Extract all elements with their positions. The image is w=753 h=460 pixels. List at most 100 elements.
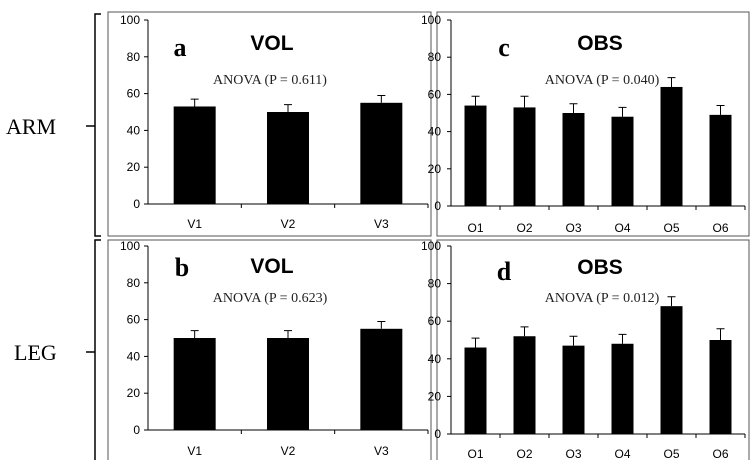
x-tick-label: O2 <box>516 221 532 235</box>
bar-v3 <box>360 328 403 430</box>
x-tick-label: V3 <box>374 217 389 231</box>
error-bar-o4 <box>618 333 627 344</box>
bar-v1 <box>173 338 216 430</box>
x-tick-label: V1 <box>187 217 202 231</box>
y-tick-label: 100 <box>421 13 441 27</box>
bar-o5 <box>660 86 683 206</box>
x-tick-label: O5 <box>663 447 679 460</box>
error-bar-o6 <box>716 105 725 115</box>
row-bracket-arm <box>86 13 101 237</box>
y-tick-label: 100 <box>120 13 140 27</box>
panel-c-frame <box>436 11 750 237</box>
x-tick-label: V3 <box>374 444 389 458</box>
error-bar-o2 <box>520 326 529 337</box>
bar-o3 <box>562 345 585 434</box>
panel-letter: d <box>497 257 512 286</box>
y-tick-label: 20 <box>127 160 141 174</box>
y-tick-label: 40 <box>428 125 442 139</box>
panel-title: OBS <box>577 256 623 279</box>
error-bar-o4 <box>618 106 627 117</box>
panel-title: VOL <box>250 32 293 55</box>
panel-b-frame <box>107 239 432 460</box>
y-tick-label: 80 <box>428 50 442 64</box>
bar-o4 <box>611 116 634 206</box>
y-tick-label: 60 <box>127 313 141 327</box>
bar-v2 <box>267 338 309 430</box>
bar-o6 <box>709 340 732 434</box>
panel-letter: c <box>498 33 510 62</box>
error-bar-o3 <box>569 103 578 113</box>
error-bar-v2 <box>284 330 292 338</box>
panel-a: 0 20 40 60 80 100 V1 V2 V3 a VOL ANOVA (P = 0.611) <box>120 13 429 231</box>
bar-o3 <box>562 113 585 206</box>
panel-b: 0 20 40 60 80 100 V1 V2 V3 b VOL ANOVA (P = 0.623) <box>120 239 429 458</box>
x-tick-label: O5 <box>663 221 679 235</box>
anova-annotation: ANOVA (P = 0.012) <box>545 291 660 306</box>
x-tick-label: O6 <box>712 447 728 460</box>
y-tick-label: 100 <box>120 239 140 253</box>
panel-letter: a <box>174 33 187 62</box>
row-bracket-leg <box>86 239 101 460</box>
y-tick-label: 0 <box>133 197 140 211</box>
error-bar-v3 <box>377 320 386 329</box>
error-bar-o5 <box>667 296 676 307</box>
error-bar-o5 <box>667 77 676 87</box>
bar-o5 <box>660 306 683 434</box>
bar-v2 <box>267 112 309 204</box>
anova-annotation: ANOVA (P = 0.623) <box>213 291 328 306</box>
y-tick-label: 40 <box>127 349 141 363</box>
error-bar-v3 <box>377 94 386 103</box>
panel-d-frame <box>436 239 750 460</box>
y-tick-label: 80 <box>127 276 141 290</box>
panel-title: OBS <box>577 32 623 55</box>
y-tick-label: 60 <box>428 87 442 101</box>
bar-o2 <box>513 336 536 434</box>
y-tick-label: 20 <box>428 389 442 403</box>
y-tick-label: 60 <box>127 87 141 101</box>
anova-annotation: ANOVA (P = 0.040) <box>545 73 660 88</box>
error-bar-o3 <box>569 335 578 346</box>
x-tick-label: O1 <box>467 221 483 235</box>
bar-o6 <box>709 114 732 206</box>
error-bar-o6 <box>716 328 725 340</box>
panel-d: 0 20 40 60 80 100 O1 O2 O3 O4 O5 O6 d OBS ANOVA (P = 0… <box>421 239 746 460</box>
x-tick-label: O1 <box>467 447 483 460</box>
bar-o1 <box>464 105 487 206</box>
y-tick-label: 40 <box>428 352 442 366</box>
y-tick-label: 0 <box>434 427 441 441</box>
x-tick-label: O3 <box>565 221 581 235</box>
x-tick-label: O4 <box>614 447 630 460</box>
error-bar-o1 <box>471 95 480 106</box>
y-tick-label: 20 <box>127 386 141 400</box>
bar-o2 <box>513 107 536 206</box>
bar-v3 <box>360 102 403 204</box>
row-label-leg: LEG <box>14 340 57 365</box>
row-label-arm: ARM <box>6 114 56 139</box>
panel-title: VOL <box>250 255 293 278</box>
x-tick-label: V1 <box>187 444 202 458</box>
error-bar-o2 <box>520 95 529 108</box>
anova-annotation: ANOVA (P = 0.611) <box>213 73 327 88</box>
panel-c: 0 20 40 60 80 100 O1 O2 O3 O4 O5 O6 c OBS ANOVA (P = 0… <box>421 13 746 235</box>
error-bar-v1 <box>190 330 199 338</box>
error-bar-o1 <box>471 337 480 348</box>
error-bar-v1 <box>190 98 199 107</box>
error-bar-v2 <box>284 104 292 112</box>
bar-o4 <box>611 343 634 434</box>
panel-a-frame <box>107 11 432 237</box>
panel-letter: b <box>175 253 189 282</box>
x-tick-label: O4 <box>614 221 630 235</box>
x-tick-label: O2 <box>516 447 532 460</box>
y-tick-label: 0 <box>133 423 140 437</box>
x-tick-label: O6 <box>712 221 728 235</box>
x-tick-label: V2 <box>281 217 296 231</box>
y-tick-label: 80 <box>127 50 141 64</box>
bar-o1 <box>464 347 487 434</box>
y-tick-label: 0 <box>434 199 441 213</box>
y-tick-label: 100 <box>421 239 441 253</box>
bar-v1 <box>173 106 216 204</box>
x-tick-label: V2 <box>281 444 296 458</box>
y-tick-label: 40 <box>127 123 141 137</box>
y-tick-label: 80 <box>428 277 442 291</box>
